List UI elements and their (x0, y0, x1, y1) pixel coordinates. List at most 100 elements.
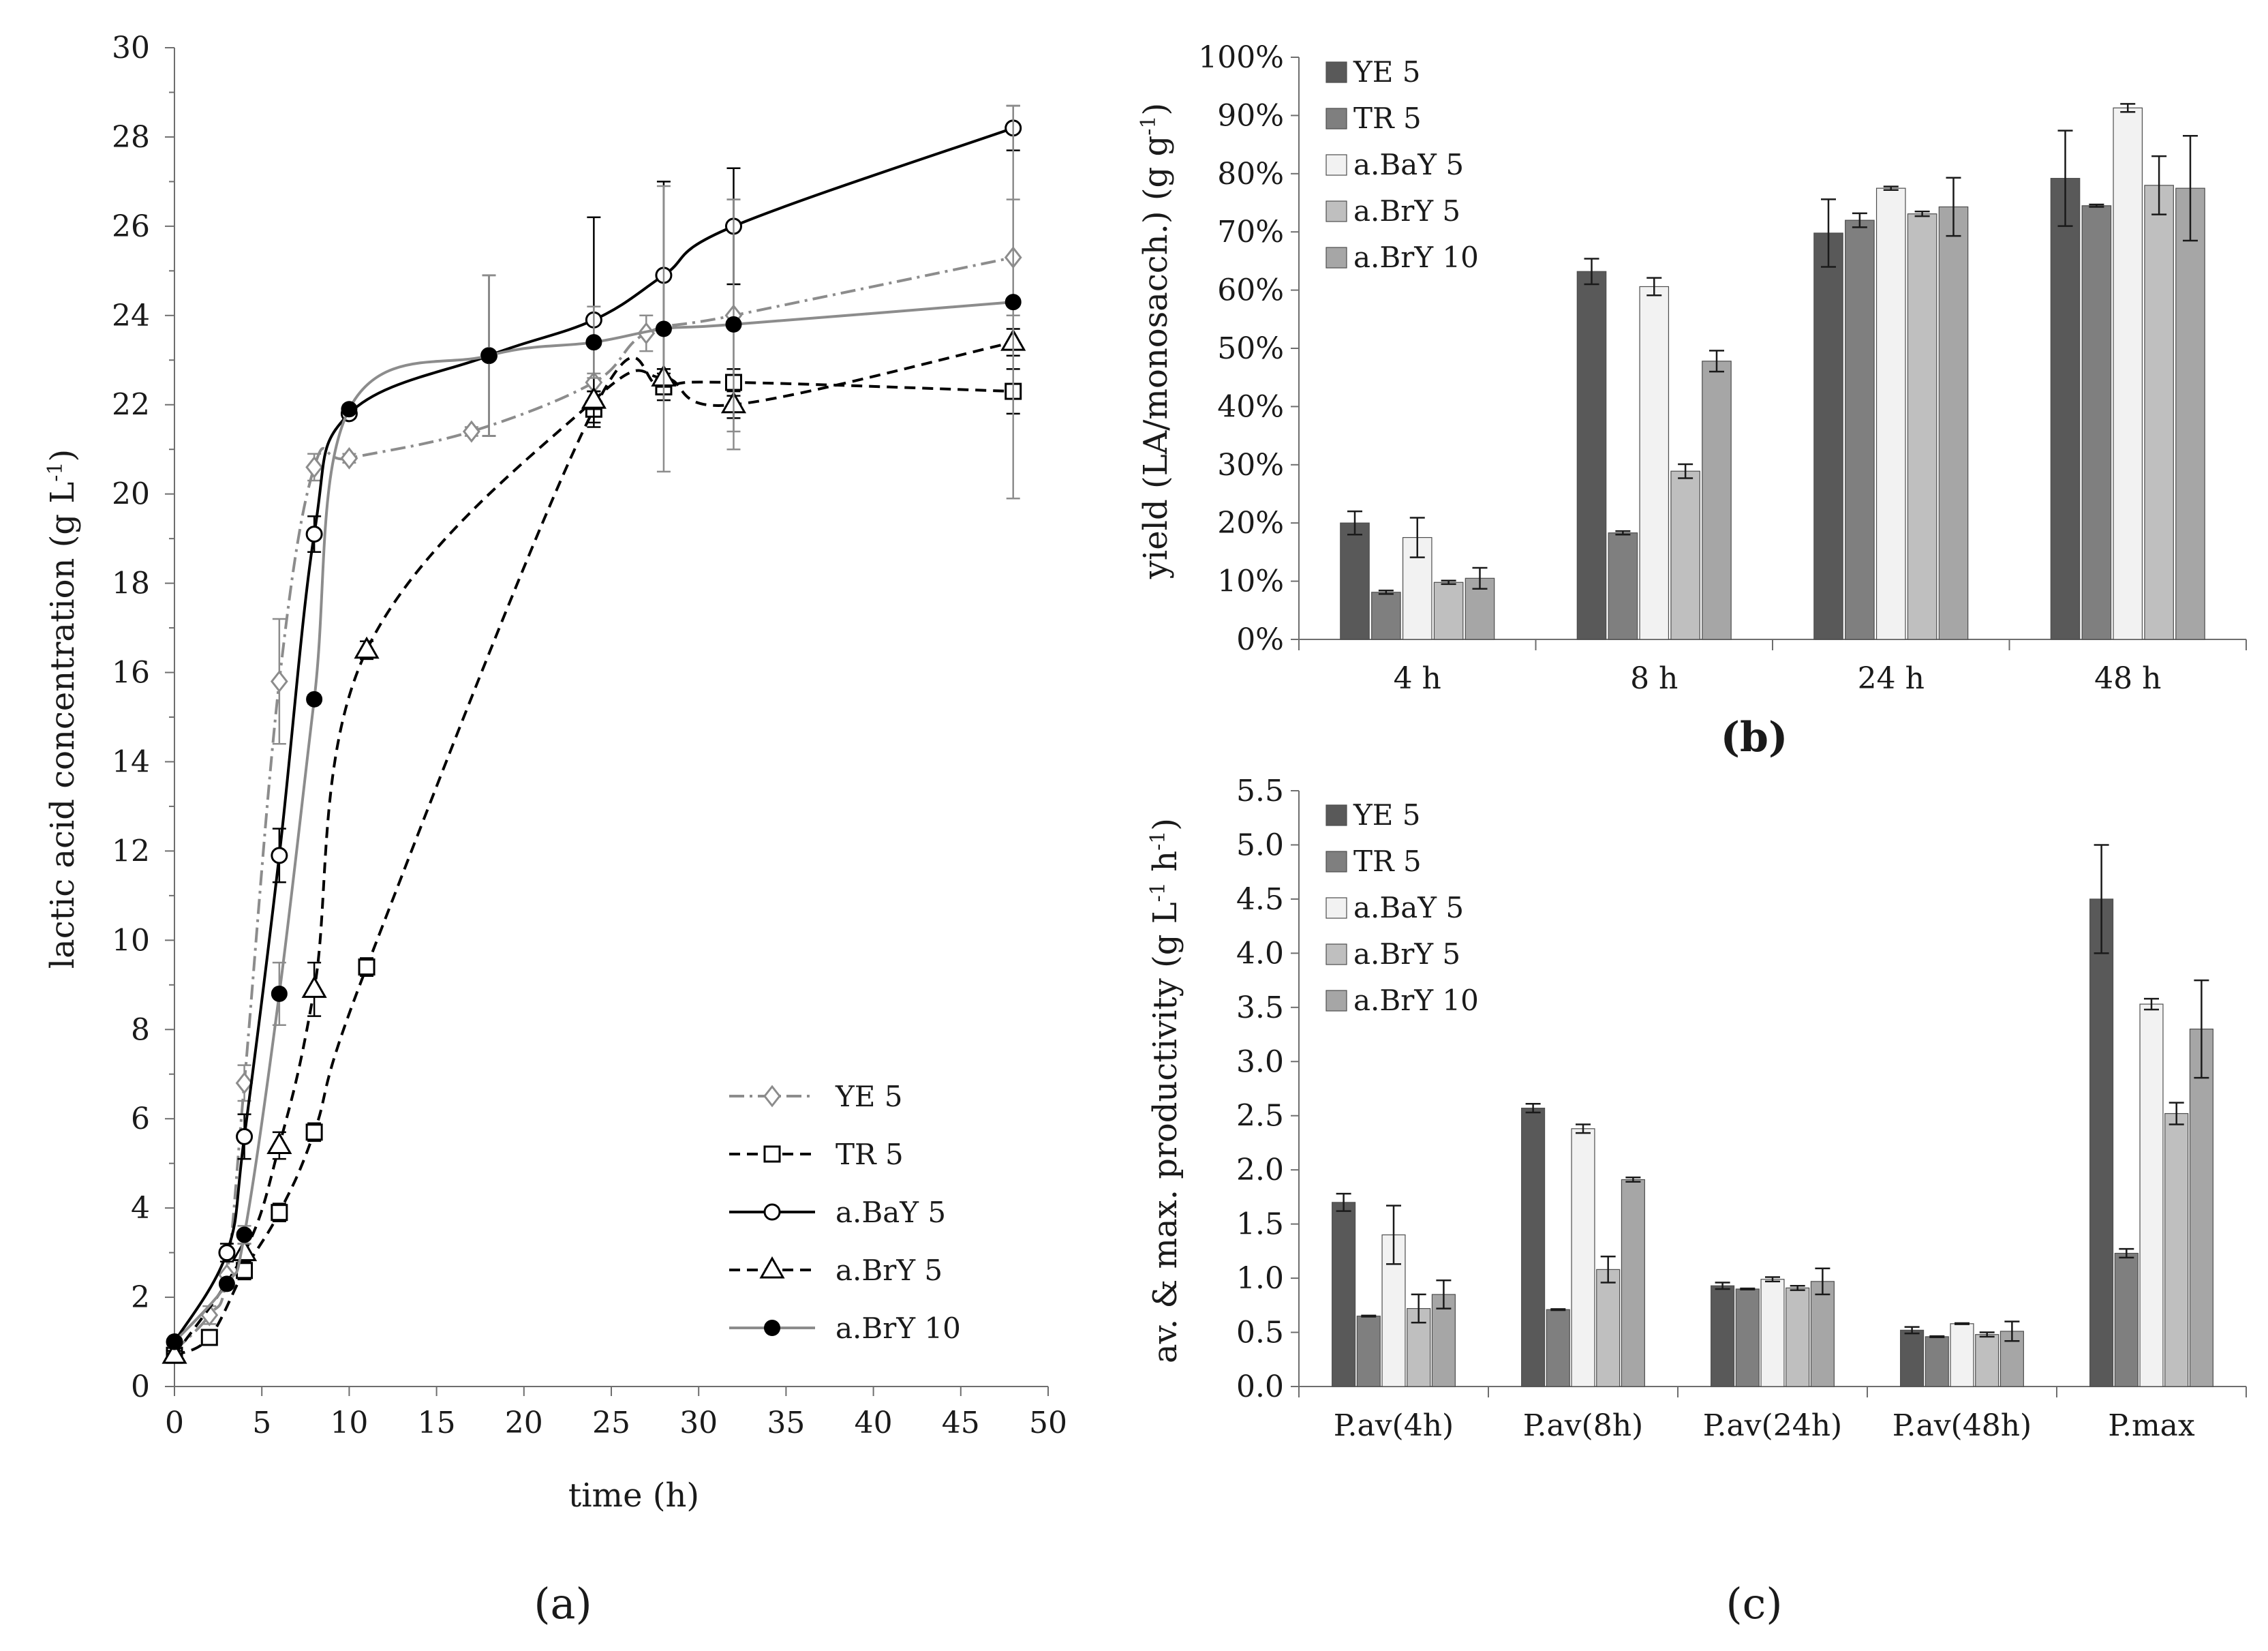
panel-c-y-tick-label: 3.0 (1236, 1044, 1284, 1079)
panel-c-y-tick-label: 0.0 (1236, 1369, 1284, 1404)
bar-tr-5 (1371, 592, 1401, 640)
panel-a-x-tick-label: 30 (679, 1406, 718, 1440)
data-point-a-bay-5 (271, 847, 288, 864)
bar-a-bry-10 (2175, 187, 2205, 640)
legend-swatch-a-bry-5 (1325, 200, 1347, 222)
data-point-a-bry-10 (306, 691, 323, 708)
legend-label-a-bry-10: a.BrY 10 (1353, 241, 1479, 274)
series-line-a-bry-5 (173, 341, 1014, 1357)
legend-label-a-bry-5: a.BrY 5 (836, 1254, 943, 1287)
legend-marker-tr-5 (763, 1145, 781, 1163)
panel-b-y-tick-label: 10% (1217, 564, 1284, 599)
panel-b-y-tick-label: 30% (1217, 448, 1284, 483)
panel-b-category-label: 24 h (1858, 661, 1925, 696)
panel-b-bars (1340, 103, 2205, 640)
legend-label-a-bay-5: a.BaY 5 (1353, 891, 1464, 924)
bar-a-bry-10 (1810, 1281, 1835, 1387)
bar-ye-5 (2089, 898, 2114, 1387)
panel-a-y-tick-label: 18 (112, 566, 150, 601)
legend-label-tr-5: TR 5 (1353, 102, 1422, 135)
panel-a-y-tick-label: 24 (112, 299, 150, 333)
panel-c-y-tick-label: 4.0 (1236, 936, 1284, 971)
bar-a-bry-10 (1938, 206, 1969, 640)
panel-c-category-label: P.av(4h) (1334, 1408, 1454, 1443)
panel-a-x-tick-label: 20 (505, 1406, 543, 1440)
legend-label-a-bay-5: a.BaY 5 (1353, 148, 1464, 181)
bar-tr-5 (1608, 532, 1638, 640)
panel-c-y-axis-label: av. & max. productivity (g L-1 h-1) (1146, 818, 1185, 1363)
bar-tr-5 (2081, 205, 2112, 640)
bar-a-bry-5 (2144, 185, 2174, 640)
bar-a-bry-5 (1596, 1269, 1621, 1387)
bar-a-bry-10 (1702, 361, 1732, 640)
legend-label-tr-5: TR 5 (1353, 845, 1422, 878)
bar-ye-5 (1900, 1329, 1925, 1387)
panel-a-y-tick-label: 20 (112, 477, 150, 512)
bar-a-bay-5 (2139, 1003, 2164, 1387)
data-point-tr-5 (200, 1329, 218, 1346)
data-point-a-bry-10 (480, 347, 497, 364)
bar-ye-5 (2050, 178, 2081, 640)
data-point-a-bry-5 (354, 636, 380, 659)
panel-a-x-tick-label: 35 (767, 1406, 805, 1440)
series-line-ye-5 (173, 256, 1014, 1352)
data-point-a-bry-5 (231, 1239, 258, 1262)
panel-b-bar-chart: 0% 10% 20% 30% 40% 50% 60% 70% 80% 90% 100% 4 h 8 h 2… (1137, 40, 2247, 761)
panel-a-y-tick-label: 2 (131, 1280, 150, 1315)
panel-b-category-label: 8 h (1630, 661, 1678, 696)
bar-a-bay-5 (1760, 1279, 1785, 1387)
legend-marker-a-bay-5 (763, 1203, 781, 1221)
bar-tr-5 (1356, 1316, 1381, 1387)
data-point-a-bry-10 (166, 1333, 183, 1350)
panel-b-y-axis-label: yield (LA/monosacch.) (g g-1) (1137, 103, 1176, 579)
data-point-a-bry-10 (725, 316, 742, 333)
panel-a-x-tick-label: 15 (418, 1406, 456, 1440)
data-point-a-bay-5 (236, 1127, 254, 1145)
data-point-a-bry-10 (655, 320, 672, 337)
panel-c-y-tick-label: 1.5 (1236, 1207, 1284, 1242)
panel-a-x-tick-label: 0 (165, 1406, 184, 1440)
panel-b-y-tick-label: 60% (1217, 273, 1284, 308)
bar-a-bry-5 (1670, 470, 1700, 640)
bar-a-bry-5 (1907, 213, 1937, 640)
panel-c-y-tick-label: 5.5 (1236, 774, 1284, 808)
bar-a-bay-5 (1950, 1323, 1974, 1387)
panel-b-y-tick-label: 50% (1217, 331, 1284, 366)
panel-a-y-axis-label: lactic acid concentration (g L-1) (44, 449, 82, 969)
panel-a-y-tick-label: 10 (112, 923, 150, 958)
data-point-a-bry-5 (301, 975, 327, 998)
legend-swatch-ye-5 (1325, 804, 1347, 826)
panel-c-y-tick-label: 5.0 (1236, 828, 1284, 862)
bar-tr-5 (1546, 1309, 1570, 1387)
legend-label-ye-5: YE 5 (1353, 798, 1420, 832)
panel-b-y-tick-label: 40% (1217, 389, 1284, 424)
panel-b-y-tick-label: 80% (1217, 157, 1284, 192)
bar-ye-5 (1711, 1285, 1735, 1387)
panel-c-y-tick-label: 3.5 (1236, 990, 1284, 1025)
panel-c-legend: YE 5 TR 5 a.BaY 5 a.BrY 5 a.BrY 10 (1325, 798, 1479, 1017)
panel-b-y-tick-label: 100% (1198, 40, 1284, 75)
panel-b-y-tick-label: 0% (1236, 622, 1284, 657)
data-point-a-bry-10 (585, 334, 602, 351)
legend-swatch-a-bry-10 (1325, 990, 1347, 1012)
panel-b-y-tick-label: 20% (1217, 506, 1284, 541)
panel-c-axes: 0.0 0.5 1.0 1.5 2.0 2.5 3.0 3.5 4.0 4.5 5.0 5.5 P.av… (1236, 774, 2247, 1443)
bar-tr-5 (1925, 1336, 1949, 1387)
bar-a-bry-5 (1786, 1287, 1810, 1387)
bar-ye-5 (1576, 271, 1607, 640)
panel-a-series (162, 104, 1026, 1364)
data-point-a-bry-5 (581, 387, 607, 409)
legend-swatch-a-bay-5 (1325, 154, 1347, 176)
panel-c-y-tick-label: 0.5 (1236, 1316, 1284, 1350)
legend-swatch-a-bry-5 (1325, 943, 1347, 965)
panel-a-label: (a) (534, 1579, 592, 1629)
legend-swatch-tr-5 (1325, 108, 1347, 130)
panel-c-category-label: P.max (2108, 1408, 2195, 1443)
legend-marker-a-bry-10 (764, 1320, 780, 1336)
panel-a-legend: YE 5 TR 5 a.BaY 5 a.BrY 5 a.BrY 10 (729, 1080, 961, 1345)
legend-marker-ye-5 (763, 1085, 781, 1108)
panel-c-category-label: P.av(48h) (1892, 1408, 2032, 1443)
panel-a-y-tick-label: 22 (112, 388, 150, 423)
